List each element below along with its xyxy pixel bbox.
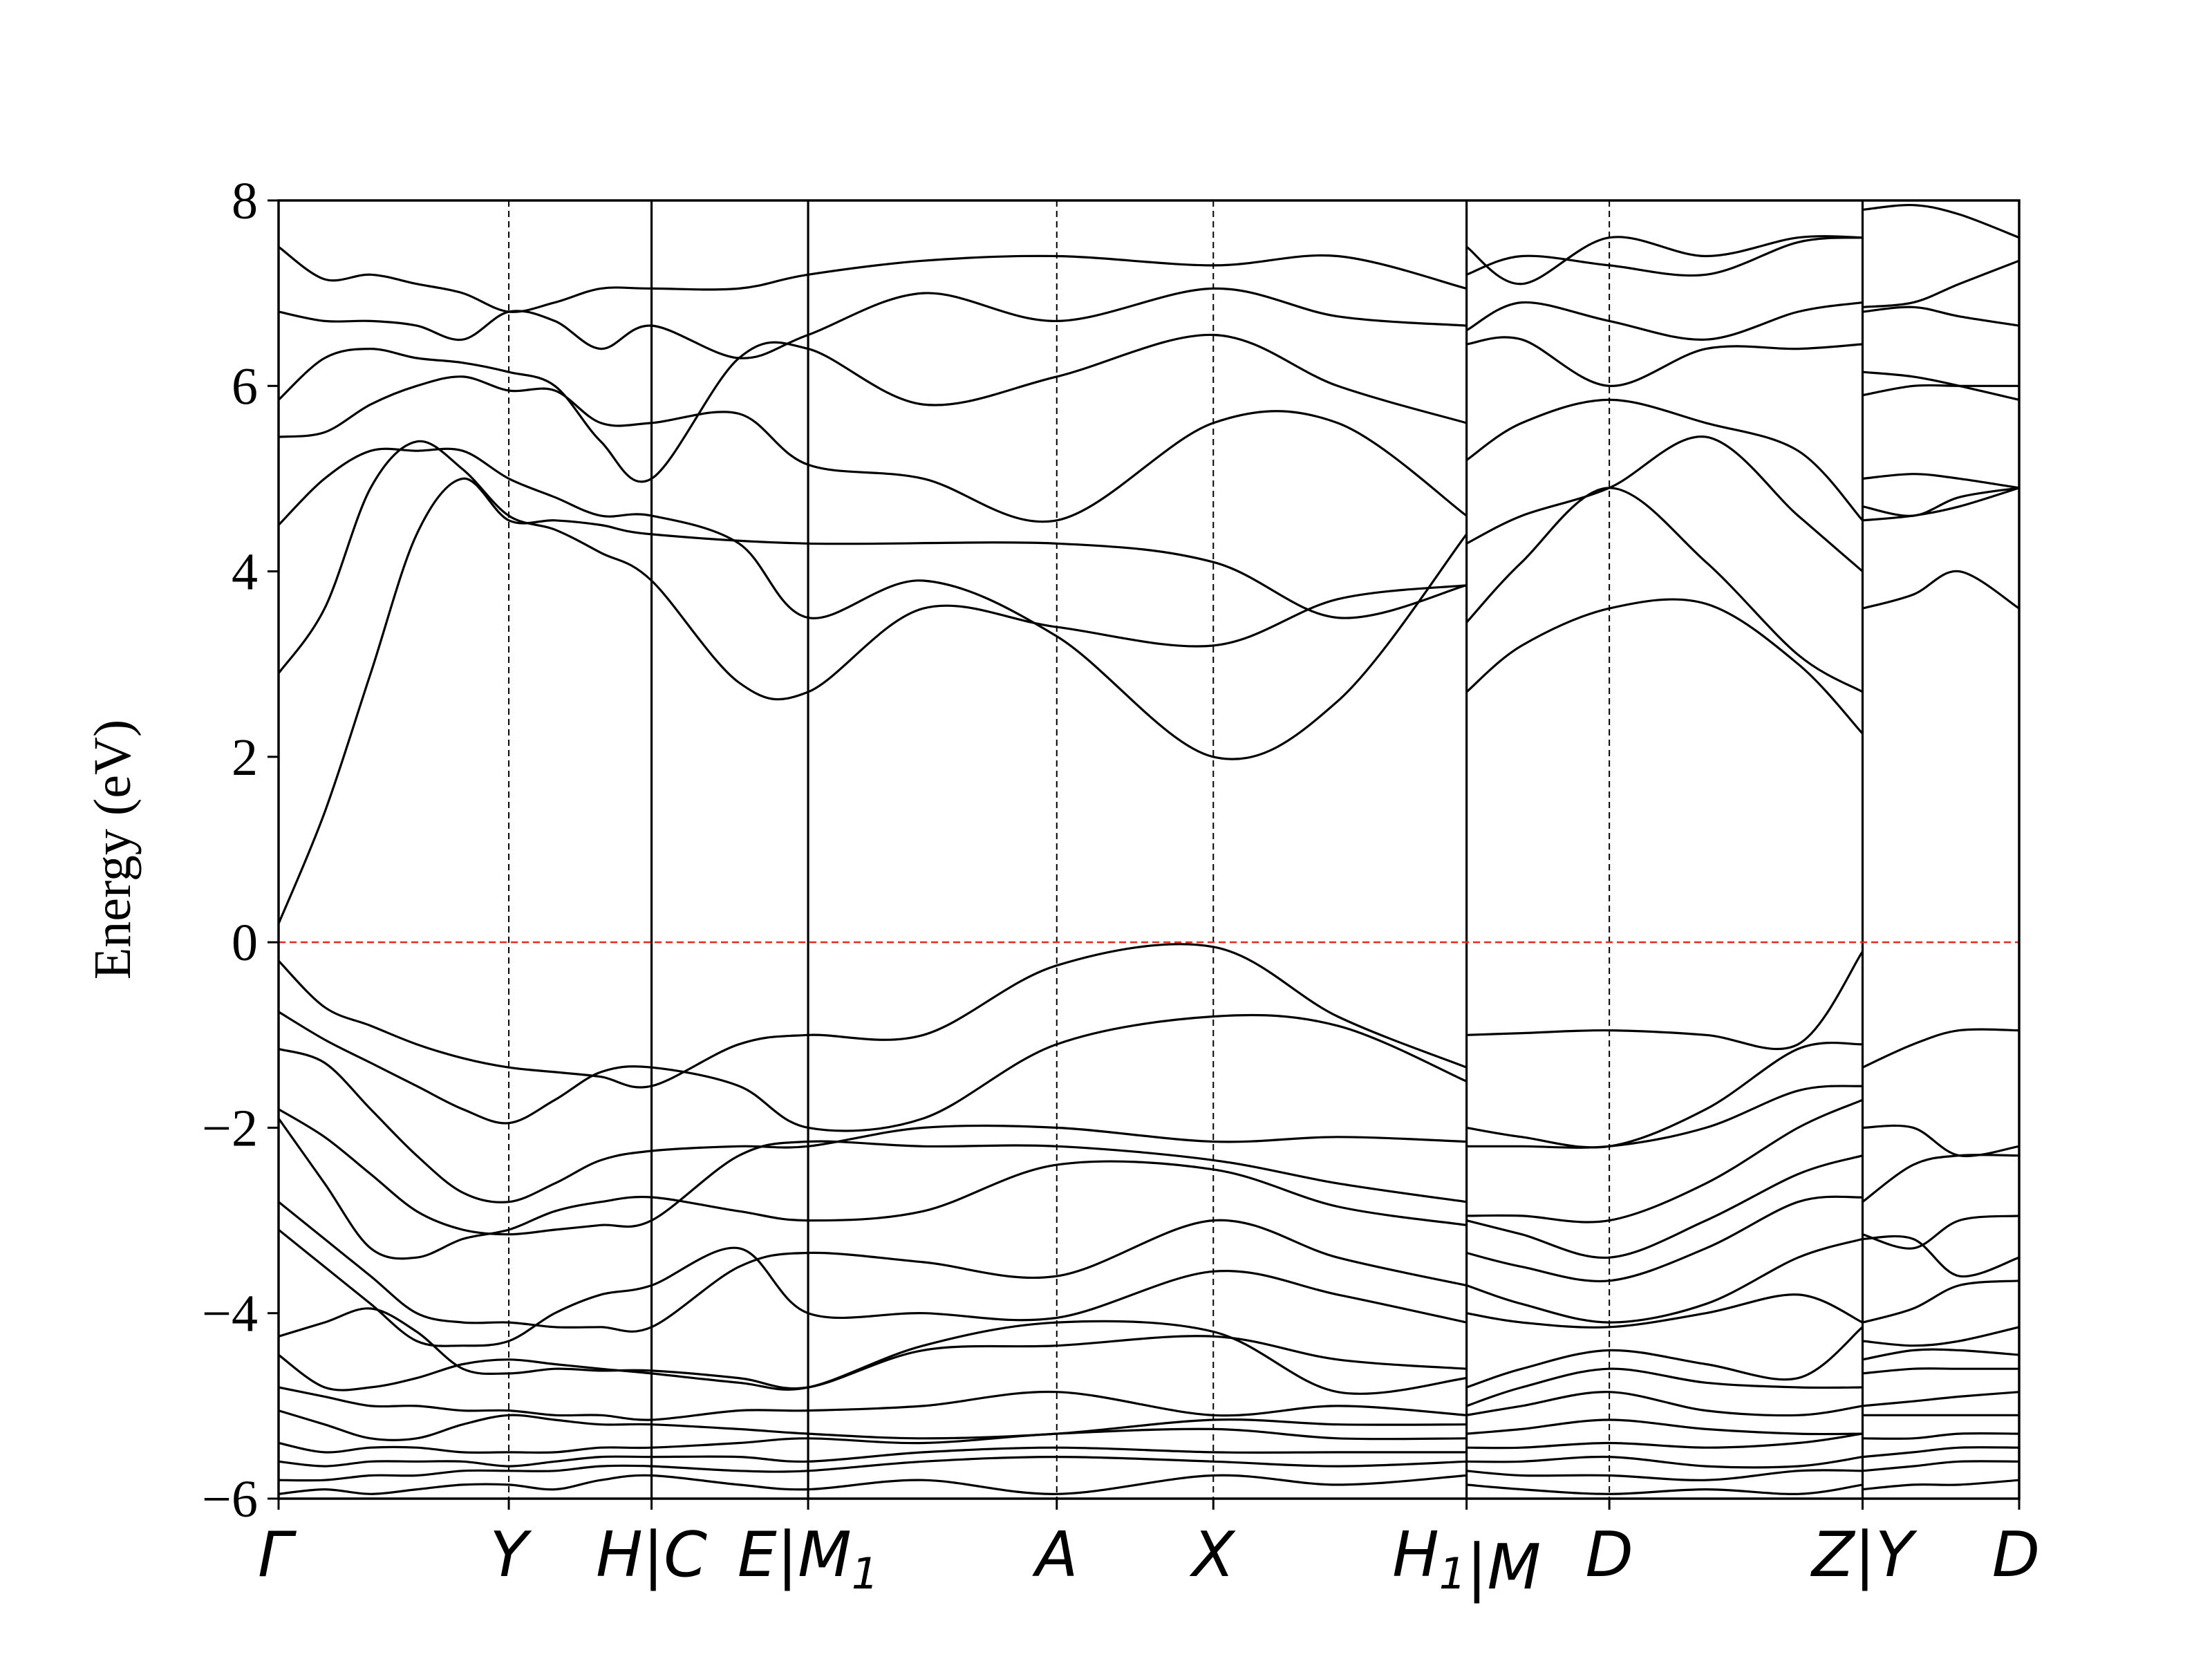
band-line-59 (1862, 1460, 2019, 1472)
y-tick-label: 2 (232, 729, 258, 787)
band-line-46 (1862, 1028, 2019, 1069)
band-line-36 (1466, 1469, 1863, 1481)
band-line-47 (1862, 1124, 2019, 1158)
band-line-28 (1466, 1237, 1863, 1324)
kpath-label: Y (490, 1519, 532, 1591)
band-line-12 (279, 1201, 1467, 1333)
kpath-divider-lines (508, 200, 1864, 1499)
band-line-5 (279, 287, 1467, 359)
band-line-52 (1862, 1326, 2019, 1347)
band-line-35 (1466, 1455, 1863, 1469)
band-line-1 (279, 440, 1467, 701)
band-line-51 (1862, 1280, 2019, 1324)
band-line-10 (279, 1108, 1467, 1236)
band-line-22 (1466, 950, 1864, 1051)
band-line-43 (1465, 301, 1863, 341)
band-line-65 (1862, 384, 2019, 397)
band-line-19 (279, 1446, 1467, 1468)
y-tick-label: 4 (232, 543, 258, 601)
band-line-44 (1466, 236, 1863, 277)
y-tick-label: −2 (202, 1099, 258, 1157)
band-line-37 (1466, 1483, 1863, 1495)
kpath-label: E|M1 (738, 1519, 879, 1599)
band-line-60 (1862, 1479, 2019, 1491)
kpath-label: A (1032, 1519, 1078, 1591)
band-line-27 (1466, 1195, 1863, 1283)
band-line-40 (1465, 435, 1864, 572)
band-line-24 (1466, 1085, 1863, 1149)
band-line-33 (1466, 1418, 1863, 1436)
band-line-53 (1862, 1348, 2019, 1361)
band-line-6 (279, 245, 1467, 313)
band-line-61 (1862, 570, 2019, 610)
band-line-69 (1862, 204, 2019, 239)
kpath-label: H|C (596, 1519, 707, 1591)
y-tick-label: −4 (202, 1285, 258, 1343)
band-line-58 (1862, 1446, 2019, 1459)
band-line-63 (1862, 487, 2019, 522)
band-line-67 (1862, 306, 2019, 327)
x-axis-ticks: Γ Y H|C E|M1 A X H1|M D Z|Y D (258, 1499, 2040, 1604)
band-line-15 (279, 1320, 1467, 1395)
band-line-39 (1465, 487, 1864, 693)
kpath-label: X (1189, 1519, 1236, 1591)
kpath-label: H1|M (1392, 1519, 1541, 1604)
band-line-2 (279, 447, 1468, 760)
band-line-17 (279, 1409, 1467, 1441)
band-line-48 (1862, 1154, 2019, 1203)
band-line-11 (279, 1118, 1467, 1260)
band-line-23 (1466, 1042, 1863, 1149)
band-line-66 (1862, 371, 2019, 401)
band-line-57 (1862, 1432, 2019, 1440)
band-line-49 (1862, 1215, 2019, 1250)
band-line-32 (1466, 1391, 1863, 1417)
band-line-30 (1466, 1326, 1864, 1389)
band-line-42 (1466, 336, 1863, 387)
band-line-9 (279, 1047, 1467, 1203)
kpath-label: Γ (258, 1519, 297, 1591)
band-line-20 (279, 1456, 1467, 1482)
band-line-45 (1465, 235, 1863, 285)
band-line-62 (1862, 487, 2019, 517)
band-line-14 (279, 1307, 1467, 1390)
band-lines (279, 204, 2019, 1495)
kpath-label: Z|Y (1810, 1519, 1918, 1591)
band-line-54 (1862, 1367, 2019, 1375)
band-line-38 (1465, 598, 1864, 735)
band-line-18 (279, 1427, 1467, 1454)
band-line-55 (1862, 1391, 2019, 1407)
band-line-21 (279, 1474, 1467, 1495)
band-line-25 (1466, 1098, 1864, 1224)
band-line-50 (1862, 1235, 2019, 1278)
kpath-label: D (1585, 1519, 1633, 1591)
kpath-label: D (1992, 1519, 2040, 1591)
band-line-31 (1466, 1367, 1863, 1407)
plot-frame (277, 199, 2021, 1500)
y-tick-label: −6 (202, 1470, 258, 1528)
y-tick-label: 0 (232, 914, 258, 972)
band-line-64 (1862, 473, 2019, 489)
band-line-8 (279, 1011, 1468, 1132)
band-line-68 (1862, 259, 2019, 308)
band-line-13 (279, 1228, 1467, 1347)
y-axis-label: Energy (eV) (84, 720, 142, 980)
band-line-7 (279, 943, 1468, 1089)
band-line-26 (1466, 1154, 1863, 1259)
band-line-34 (1466, 1432, 1863, 1450)
y-tick-label: 8 (232, 172, 258, 230)
band-line-41 (1465, 398, 1864, 521)
band-line-0 (279, 477, 1467, 924)
y-tick-label: 6 (232, 357, 258, 415)
band-line-4 (279, 333, 1468, 483)
y-axis-ticks: 8 6 4 2 0 −2 −4 −6 (202, 172, 279, 1528)
band-line-29 (1466, 1293, 1864, 1329)
band-line-16 (279, 1386, 1467, 1421)
